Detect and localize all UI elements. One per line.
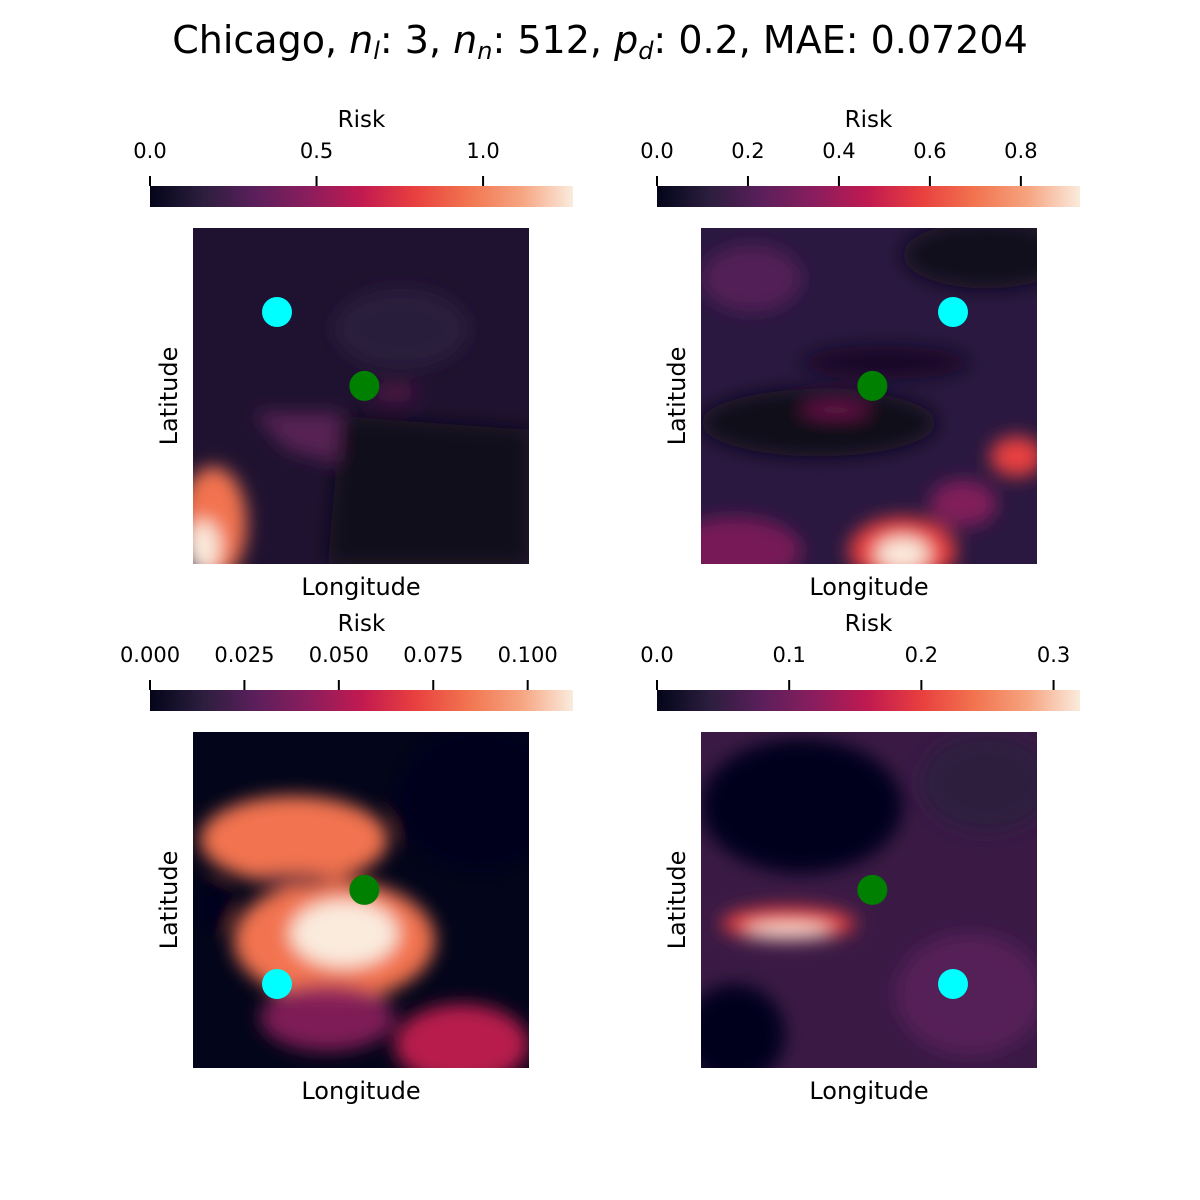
- title-mae-value: 0.07204: [870, 18, 1028, 62]
- colorbar-tick-label: 0.0: [640, 139, 673, 163]
- heatmap: [193, 732, 529, 1068]
- colorbar-tick-label: 0.1: [772, 643, 805, 667]
- colorbar-tick-label: 0.025: [214, 643, 274, 667]
- colorbar-tick-label: 0.0: [640, 643, 673, 667]
- colorbar-tick-label: 0.2: [731, 139, 764, 163]
- colorbar-tick-label: 0.100: [498, 643, 558, 667]
- title-pd-value: 0.2: [678, 18, 739, 62]
- panel-3: Risk 0.000 0.025 0.050 0.075 0.100 Longitude La…: [120, 611, 573, 1105]
- colorbar-tick-label: 0.000: [120, 643, 180, 667]
- title-nn-value: 512: [517, 18, 590, 62]
- colorbar-tick-label: 0.2: [905, 643, 938, 667]
- green-marker: [349, 370, 380, 401]
- cyan-marker: [262, 297, 292, 327]
- colorbar: [657, 690, 1080, 711]
- cyan-marker: [938, 297, 968, 327]
- colorbar-tick-label: 0.4: [822, 139, 855, 163]
- x-axis-label: Longitude: [809, 573, 928, 601]
- y-axis-label: Latitude: [663, 347, 691, 446]
- colorbar: [657, 186, 1080, 207]
- colorbar: [150, 186, 573, 207]
- heatmap: [701, 228, 1037, 564]
- colorbar-tick-label: 0.3: [1037, 643, 1070, 667]
- cyan-marker: [262, 969, 292, 999]
- x-axis-label: Longitude: [809, 1077, 928, 1105]
- title-nn-symbol: nn: [453, 18, 493, 65]
- chart-title: Chicago, nl: 3, nn: 512, pd: 0.2, MAE: 0…: [172, 18, 1028, 65]
- heatmap: [193, 228, 529, 564]
- colorbar-label: Risk: [338, 611, 386, 637]
- colorbar-tick-label: 0.6: [913, 139, 946, 163]
- colorbar-label: Risk: [338, 107, 386, 133]
- x-axis-label: Longitude: [301, 1077, 420, 1105]
- colorbar-tick-label: 0.5: [300, 139, 333, 163]
- y-axis-label: Latitude: [663, 851, 691, 950]
- colorbar-tick-label: 0.8: [1004, 139, 1037, 163]
- green-marker: [857, 370, 888, 401]
- cyan-marker: [938, 969, 968, 999]
- x-axis-label: Longitude: [301, 573, 420, 601]
- title-pd-symbol: pd: [614, 18, 654, 65]
- panel-1: Risk 0.0 0.5 1.0 Longitude Latitude: [133, 107, 573, 601]
- colorbar-label: Risk: [845, 611, 893, 637]
- panel-2: Risk 0.0 0.2 0.4 0.6 0.8 Longitude Latitude: [640, 107, 1080, 601]
- y-axis-label: Latitude: [155, 347, 183, 446]
- colorbar-tick-label: 0.075: [403, 643, 463, 667]
- green-marker: [349, 874, 380, 905]
- y-axis-label: Latitude: [155, 851, 183, 950]
- green-marker: [857, 874, 888, 905]
- title-nl-value: 3: [404, 18, 429, 62]
- colorbar: [150, 690, 573, 711]
- colorbar-tick-label: 0.0: [133, 139, 166, 163]
- title-city: Chicago: [172, 18, 325, 62]
- colorbar-label: Risk: [845, 107, 893, 133]
- colorbar-tick-label: 0.050: [309, 643, 369, 667]
- title-nl-symbol: nl: [349, 18, 380, 65]
- title-mae-label: MAE: [762, 18, 846, 62]
- heatmap: [701, 732, 1037, 1068]
- panel-4: Risk 0.0 0.1 0.2 0.3 Longitude Latitude: [640, 611, 1080, 1105]
- colorbar-tick-label: 1.0: [466, 139, 499, 163]
